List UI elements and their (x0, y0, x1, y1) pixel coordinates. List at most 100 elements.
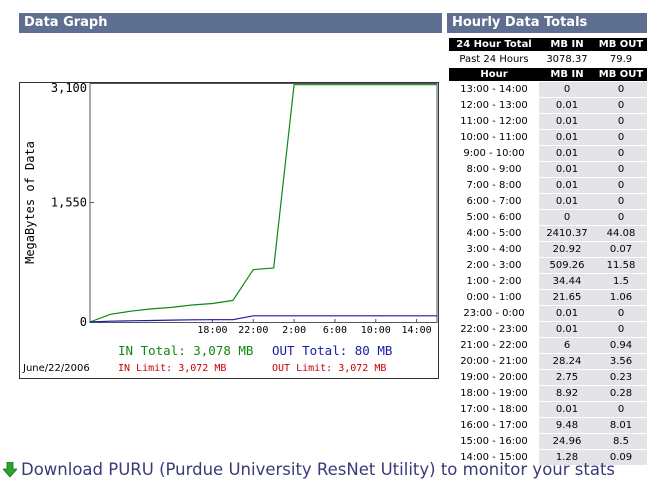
table-row-cell: 0 (595, 305, 647, 322)
table-row-cell: 34.44 (539, 273, 595, 290)
table-row-cell: 2.75 (539, 369, 595, 386)
download-puru-link[interactable]: Download PURU (Purdue University ResNet … (3, 460, 615, 479)
totals-header-row-cell: MB OUT (595, 38, 647, 52)
table-row-cell: 0.01 (539, 321, 595, 338)
table-row-cell: 0.01 (539, 177, 595, 194)
table-row: 3:00 - 4:00 20.92 0.07 (449, 241, 647, 258)
hour-header-row: Hour MB IN MB OUT (449, 67, 647, 82)
table-row-cell: 0 (595, 177, 647, 194)
table-row-cell: 0 (595, 145, 647, 162)
table-row: 12:00 - 13:00 0.01 0 (449, 97, 647, 114)
totals-summary-row-cell: 79.9 (595, 51, 647, 68)
table-row-cell: 0.01 (539, 401, 595, 418)
table-row-cell: 1.28 (539, 449, 595, 466)
table-row-cell: 2:00 - 3:00 (449, 257, 539, 274)
table-row-cell: 0.01 (539, 97, 595, 114)
y-tick-label: 1,550 (51, 196, 87, 210)
table-row-cell: 8:00 - 9:00 (449, 161, 539, 178)
table-row-cell: 7:00 - 8:00 (449, 177, 539, 194)
table-row: 8:00 - 9:00 0.01 0 (449, 161, 647, 178)
table-row: 0:00 - 1:00 21.65 1.06 (449, 289, 647, 306)
table-row-cell: 509.26 (539, 257, 595, 274)
x-tick-label: 10:00 (361, 325, 391, 336)
table-row: 20:00 - 21:00 28.24 3.56 (449, 353, 647, 370)
table-row-cell: 0 (595, 401, 647, 418)
table-row: 23:00 - 0:00 0.01 0 (449, 305, 647, 322)
table-row-cell: 0.23 (595, 369, 647, 386)
table-row-cell: 0.01 (539, 129, 595, 146)
table-row-cell: 18:00 - 19:00 (449, 385, 539, 402)
table-row-cell: 20:00 - 21:00 (449, 353, 539, 370)
table-row-cell: 28.24 (539, 353, 595, 370)
table-row: 19:00 - 20:00 2.75 0.23 (449, 369, 647, 386)
table-row-cell: 0 (595, 81, 647, 98)
table-row-cell: 12:00 - 13:00 (449, 97, 539, 114)
table-row-cell: 13:00 - 14:00 (449, 81, 539, 98)
table-row: 14:00 - 15:00 1.28 0.09 (449, 449, 647, 466)
table-row-cell: 3.56 (595, 353, 647, 370)
table-row-cell: 15:00 - 16:00 (449, 433, 539, 450)
table-row: 13:00 - 14:00 0 0 (449, 81, 647, 98)
table-row-cell: 14:00 - 15:00 (449, 449, 539, 466)
y-tick-label: 3,100 (51, 83, 87, 95)
table-row-cell: 0.94 (595, 337, 647, 354)
x-tick-label: 6:00 (323, 325, 347, 336)
table-row-cell: 6 (539, 337, 595, 354)
hour-header-row-cell: MB OUT (595, 67, 647, 82)
table-row-cell: 16:00 - 17:00 (449, 417, 539, 434)
in-limit-label: IN Limit: 3,072 MB (118, 363, 227, 374)
usage-line-chart: 3,100 1,550 0 18:00 22:00 2:00 6:00 10:00 14:00 M… (23, 83, 438, 336)
table-row-cell: 10:00 - 11:00 (449, 129, 539, 146)
table-row-cell: 21.65 (539, 289, 595, 306)
hourly-totals-table: 24 Hour Total MB IN MB OUT Past 24 Hours 307… (449, 38, 647, 466)
totals-header-row-cell: MB IN (539, 38, 595, 52)
table-row: 17:00 - 18:00 0.01 0 (449, 401, 647, 418)
out-series-line (89, 315, 437, 323)
table-row-cell: 24.96 (539, 433, 595, 450)
table-row-cell: 17:00 - 18:00 (449, 401, 539, 418)
table-row-cell: 23:00 - 0:00 (449, 305, 539, 322)
table-row-cell: 0 (595, 113, 647, 130)
table-row: 15:00 - 16:00 24.96 8.5 (449, 433, 647, 450)
hour-header-row-cell: Hour (449, 67, 539, 82)
table-row: 21:00 - 22:00 6 0.94 (449, 337, 647, 354)
x-tick-label: 2:00 (282, 325, 306, 336)
table-row: 11:00 - 12:00 0.01 0 (449, 113, 647, 130)
table-row-cell: 20.92 (539, 241, 595, 258)
in-series-line (89, 84, 437, 323)
table-row: 10:00 - 11:00 0.01 0 (449, 129, 647, 146)
out-limit-label: OUT Limit: 3,072 MB (272, 363, 387, 374)
table-row-cell: 9:00 - 10:00 (449, 145, 539, 162)
table-row-cell: 0 (595, 209, 647, 226)
y-axis-label: MegaBytes of Data (23, 141, 37, 264)
table-row: 6:00 - 7:00 0.01 0 (449, 193, 647, 210)
table-row: 18:00 - 19:00 8.92 0.28 (449, 385, 647, 402)
table-row-cell: 0.28 (595, 385, 647, 402)
table-row-cell: 0.01 (539, 193, 595, 210)
table-row: 7:00 - 8:00 0.01 0 (449, 177, 647, 194)
table-row-cell: 0 (595, 97, 647, 114)
totals-header-row: 24 Hour Total MB IN MB OUT (449, 38, 647, 52)
table-row-cell: 11:00 - 12:00 (449, 113, 539, 130)
download-link-text[interactable]: Download PURU (Purdue University ResNet … (21, 460, 616, 479)
table-row-cell: 22:00 - 23:00 (449, 321, 539, 338)
table-row: 22:00 - 23:00 0.01 0 (449, 321, 647, 338)
table-row: 2:00 - 3:00 509.26 11.58 (449, 257, 647, 274)
out-total-label: OUT Total: 80 MB (272, 343, 393, 358)
data-graph-title: Data Graph (19, 13, 442, 33)
table-row-cell: 0.01 (539, 161, 595, 178)
table-row-cell: 1:00 - 2:00 (449, 273, 539, 290)
table-row-cell: 1.5 (595, 273, 647, 290)
in-total-label: IN Total: 3,078 MB (118, 343, 254, 358)
x-tick-label: 14:00 (402, 325, 432, 336)
table-row-cell: 9.48 (539, 417, 595, 434)
table-row-cell: 0.01 (539, 305, 595, 322)
table-row-cell: 0 (595, 161, 647, 178)
table-row-cell: 0.07 (595, 241, 647, 258)
table-row-cell: 6:00 - 7:00 (449, 193, 539, 210)
table-row-cell: 1.06 (595, 289, 647, 306)
table-row: 16:00 - 17:00 9.48 8.01 (449, 417, 647, 434)
x-tick-label: 22:00 (238, 325, 268, 336)
table-row-cell: 11.58 (595, 257, 647, 274)
totals-summary-row: Past 24 Hours 3078.37 79.9 (449, 51, 647, 68)
